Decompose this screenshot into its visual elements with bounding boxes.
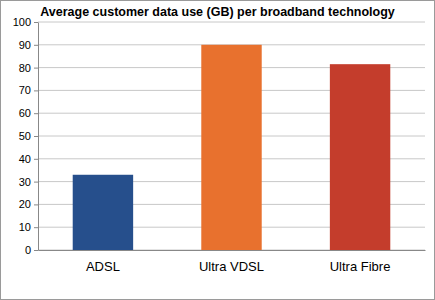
- y-tick-mark: [34, 182, 38, 183]
- y-tick-label: 40: [19, 153, 31, 165]
- grid-line: [38, 22, 425, 23]
- bar: [201, 45, 261, 250]
- y-tick: 50: [19, 130, 38, 142]
- x-axis: ADSL Ultra VDSL Ultra Fibre: [39, 250, 426, 274]
- x-tick: ADSL: [86, 250, 120, 274]
- y-tick: 100: [13, 16, 38, 28]
- y-tick-label: 90: [19, 39, 31, 51]
- y-tick: 0: [25, 244, 38, 256]
- y-tick-label: 70: [19, 84, 31, 96]
- y-tick-label: 50: [19, 130, 31, 142]
- y-tick-mark: [34, 68, 38, 69]
- x-axis-line: [39, 250, 426, 251]
- y-tick: 10: [19, 221, 38, 233]
- y-tick: 30: [19, 176, 38, 188]
- y-tick-mark: [34, 113, 38, 114]
- y-tick-mark: [34, 204, 38, 205]
- bars: [73, 45, 391, 250]
- y-tick-mark: [34, 136, 38, 137]
- y-tick-mark: [34, 227, 38, 228]
- plot: 0 10 20 30 40 50 60 70 80 90 100 ADSL Ultra VDSL Ultr…: [13, 16, 426, 274]
- y-tick: 60: [19, 107, 38, 119]
- y-tick-label: 80: [19, 62, 31, 74]
- y-tick: 70: [19, 84, 38, 96]
- title: Average customer data use (GB) per broad…: [40, 5, 395, 19]
- y-tick-mark: [34, 22, 38, 23]
- grid: [38, 22, 425, 250]
- y-tick-label: 60: [19, 107, 31, 119]
- x-tick-label: Ultra VDSL: [199, 259, 264, 274]
- y-tick-label: 10: [19, 221, 31, 233]
- y-axis-line: [38, 23, 39, 251]
- y-tick: 40: [19, 153, 38, 165]
- y-tick-label: 0: [25, 244, 31, 256]
- y-tick-mark: [34, 159, 38, 160]
- y-tick: 20: [19, 198, 38, 210]
- y-tick-mark: [34, 45, 38, 46]
- x-tick: Ultra VDSL: [199, 250, 264, 274]
- x-tick: Ultra Fibre: [330, 250, 391, 274]
- y-tick-label: 20: [19, 198, 31, 210]
- y-tick-label: 100: [13, 16, 31, 28]
- y-tick-label: 30: [19, 176, 31, 188]
- chart: Average customer data use (GB) per broad…: [0, 0, 435, 300]
- y-tick-mark: [34, 90, 38, 91]
- x-tick-label: ADSL: [86, 259, 120, 274]
- y-tick: 80: [19, 62, 38, 74]
- bar: [73, 175, 133, 250]
- bar: [330, 64, 390, 250]
- y-tick-mark: [34, 250, 38, 251]
- y-axis: 0 10 20 30 40 50 60 70 80 90 100: [13, 16, 39, 256]
- chart-frame: [1, 1, 435, 300]
- y-tick: 90: [19, 39, 38, 51]
- x-tick-label: Ultra Fibre: [330, 259, 391, 274]
